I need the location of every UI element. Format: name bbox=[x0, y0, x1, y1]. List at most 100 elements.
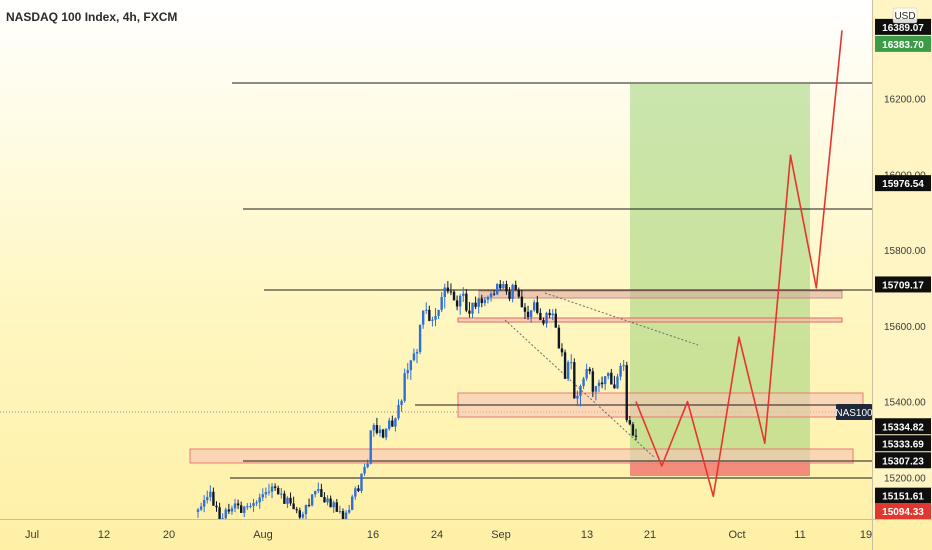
position-risk-zone[interactable] bbox=[630, 461, 810, 476]
candle-body bbox=[492, 293, 496, 295]
candle-body bbox=[603, 376, 607, 385]
candle-body bbox=[283, 493, 286, 504]
candle-body bbox=[471, 302, 474, 314]
price-marker-label: 16389.07 bbox=[882, 23, 924, 34]
candle-body bbox=[366, 463, 369, 468]
candle-body bbox=[634, 435, 638, 437]
candle-body bbox=[594, 386, 598, 392]
candle-body bbox=[440, 297, 443, 310]
candle-body bbox=[631, 424, 635, 436]
candle-body bbox=[548, 312, 551, 316]
candle-body bbox=[326, 498, 329, 503]
candle-body bbox=[412, 353, 416, 361]
candle-body bbox=[625, 365, 628, 421]
time-axis-label: 11 bbox=[794, 529, 805, 541]
candle-body bbox=[431, 319, 434, 321]
candle-body bbox=[264, 492, 268, 495]
candle-body bbox=[483, 299, 487, 304]
price-marker: 15151.61 bbox=[875, 487, 931, 504]
candle-body bbox=[468, 310, 471, 314]
wedge-upper-line[interactable] bbox=[544, 292, 699, 346]
candle-body bbox=[452, 291, 456, 301]
candle-body bbox=[443, 287, 446, 298]
candle-body bbox=[310, 494, 314, 506]
candle-body bbox=[267, 491, 271, 493]
candle-body bbox=[286, 497, 289, 504]
candle-body bbox=[508, 291, 511, 299]
candle-body bbox=[434, 315, 437, 320]
supply-zone-mid[interactable] bbox=[457, 317, 843, 323]
candle-body bbox=[536, 302, 539, 313]
candle-body bbox=[462, 293, 465, 296]
candle-body bbox=[206, 497, 209, 501]
candle-body bbox=[539, 312, 542, 321]
candle-body bbox=[597, 382, 601, 387]
candle-body bbox=[502, 284, 505, 289]
candle-body bbox=[224, 509, 227, 519]
candle-body bbox=[351, 496, 354, 510]
price-marker-label: 15976.54 bbox=[882, 179, 924, 190]
price-marker-label: 15334.82 bbox=[882, 422, 924, 433]
candle-body bbox=[554, 313, 558, 328]
candle-body bbox=[403, 373, 406, 401]
candle-body bbox=[329, 498, 332, 508]
candle-body bbox=[576, 395, 579, 399]
candle-body bbox=[276, 487, 280, 495]
candle-body bbox=[600, 382, 604, 385]
currency-label: USD bbox=[894, 11, 915, 22]
candle-body bbox=[221, 518, 224, 519]
time-axis-label: 21 bbox=[644, 529, 656, 541]
candle-body bbox=[314, 490, 317, 495]
candle-body bbox=[369, 430, 372, 464]
candle-body bbox=[258, 497, 261, 503]
candle-body bbox=[542, 320, 545, 324]
currency-badge[interactable]: USD bbox=[892, 7, 918, 24]
price-markers: 16389.07 16383.70 15976.54 15709.17 15334.82… bbox=[875, 18, 931, 519]
time-axis-label: 24 bbox=[431, 529, 443, 541]
projection-path[interactable] bbox=[635, 30, 843, 498]
candle-body bbox=[378, 429, 382, 434]
candle-body bbox=[465, 293, 468, 311]
candle-body bbox=[215, 505, 218, 508]
candle-body bbox=[570, 362, 573, 364]
candle-body bbox=[588, 368, 591, 372]
candle-body bbox=[400, 400, 403, 405]
demand-zone-lower[interactable] bbox=[189, 448, 854, 464]
candle-body bbox=[579, 386, 582, 396]
candle-body bbox=[202, 500, 206, 507]
supply-zone-upper[interactable] bbox=[478, 290, 843, 299]
candle-body bbox=[384, 428, 388, 438]
candle-body bbox=[616, 376, 619, 389]
candle-body bbox=[372, 425, 376, 431]
candle-body bbox=[375, 425, 379, 434]
candle-body bbox=[391, 420, 394, 427]
candlestick-series bbox=[196, 279, 638, 519]
time-axis-label: 13 bbox=[581, 529, 593, 541]
price-marker: 15709.17 bbox=[875, 276, 931, 293]
candle-body bbox=[421, 310, 425, 325]
price-tick-label: 15800.00 bbox=[884, 246, 926, 257]
candle-body bbox=[236, 503, 240, 506]
candle-body bbox=[613, 384, 616, 389]
candle-body bbox=[363, 467, 366, 474]
price-marker: 15333.69 bbox=[875, 435, 931, 452]
candle-body bbox=[557, 327, 561, 349]
candle-body bbox=[526, 311, 530, 318]
price-tick-label: 15600.00 bbox=[884, 322, 926, 333]
candle-body bbox=[243, 506, 246, 513]
time-axis-label: 20 bbox=[163, 529, 175, 541]
candle-body bbox=[209, 491, 212, 498]
candle-body bbox=[298, 510, 301, 518]
candle-body bbox=[455, 300, 459, 307]
candle-body bbox=[406, 370, 409, 374]
candle-body bbox=[289, 497, 292, 504]
candle-body bbox=[480, 298, 483, 304]
time-axis-label: 12 bbox=[98, 529, 110, 541]
candle-body bbox=[520, 296, 524, 308]
candle-body bbox=[218, 507, 221, 519]
candle-body bbox=[458, 295, 462, 307]
time-axis-label: Jul bbox=[25, 529, 39, 541]
candle-body bbox=[394, 418, 397, 427]
